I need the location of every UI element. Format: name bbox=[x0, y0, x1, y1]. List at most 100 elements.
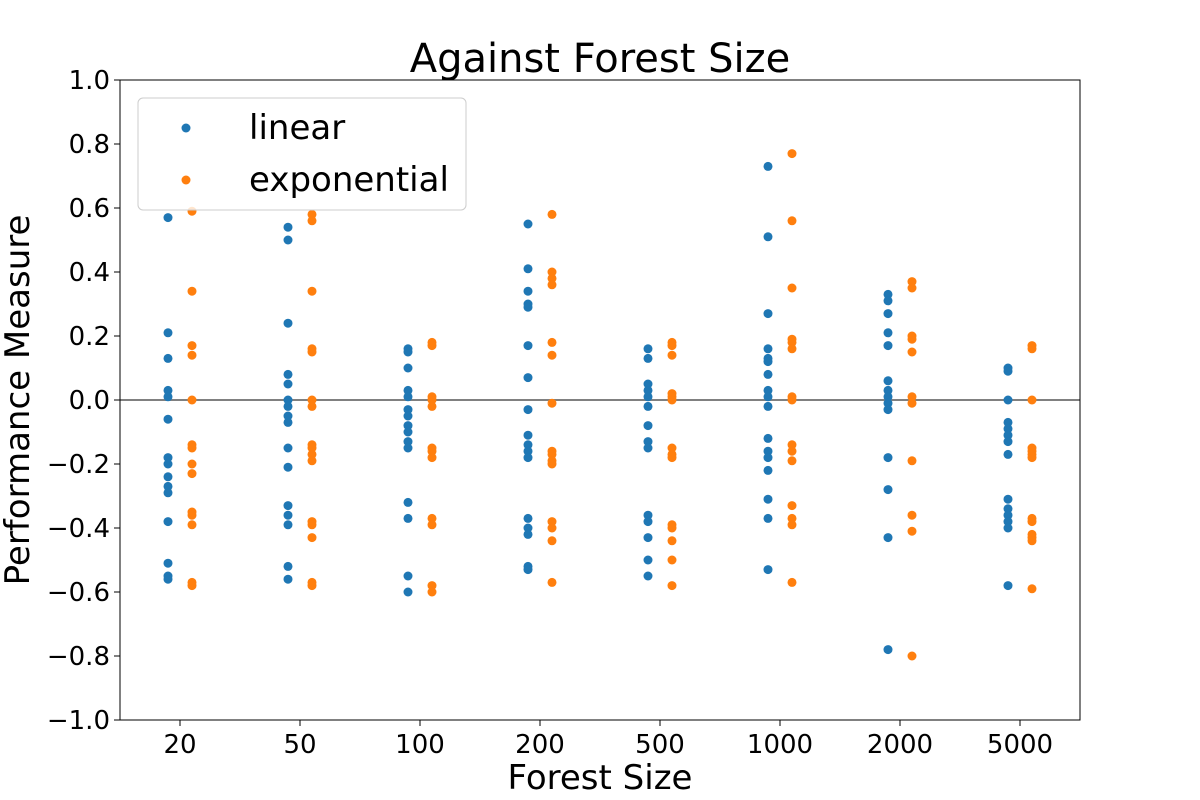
legend-marker-linear bbox=[181, 123, 191, 133]
y-tick-label: −0.6 bbox=[47, 578, 110, 608]
y-tick-label: 0.4 bbox=[69, 258, 110, 288]
linear-point bbox=[643, 437, 653, 447]
linear-point bbox=[763, 494, 773, 504]
linear-point bbox=[1003, 504, 1013, 514]
exponential-point bbox=[427, 453, 437, 463]
exponential-point bbox=[547, 449, 557, 459]
linear-point bbox=[763, 465, 773, 475]
linear-point bbox=[163, 453, 173, 463]
exponential-point bbox=[187, 469, 197, 479]
exponential-point bbox=[787, 344, 797, 354]
linear-point bbox=[403, 421, 413, 431]
linear-point bbox=[523, 513, 533, 523]
linear-point bbox=[283, 395, 293, 405]
linear-point bbox=[523, 219, 533, 229]
linear-point bbox=[1003, 430, 1013, 440]
exponential-point bbox=[907, 277, 917, 287]
exponential-point bbox=[427, 401, 437, 411]
exponential-point bbox=[787, 577, 797, 587]
linear-point bbox=[283, 379, 293, 389]
linear-point bbox=[883, 485, 893, 495]
exponential-point bbox=[787, 337, 797, 347]
linear-point bbox=[1003, 523, 1013, 533]
linear-point bbox=[403, 587, 413, 597]
exponential-point bbox=[667, 536, 677, 546]
exponential-point bbox=[427, 446, 437, 456]
exponential-point bbox=[907, 651, 917, 661]
linear-point bbox=[1003, 510, 1013, 520]
exponential-point bbox=[907, 510, 917, 520]
exponential-point bbox=[187, 286, 197, 296]
exponential-point bbox=[907, 526, 917, 536]
linear-point bbox=[403, 497, 413, 507]
plot-area: 1.0 0.8 0.6 0.4 0.2 0.0 −0.2 −0.4 −0.6 −0.8 −1.0 20… bbox=[47, 66, 1080, 760]
exponential-point bbox=[547, 267, 557, 277]
exponential-point bbox=[427, 513, 437, 523]
exponential-point bbox=[307, 449, 317, 459]
exponential-point bbox=[307, 520, 317, 530]
linear-point bbox=[163, 517, 173, 527]
exponential-point bbox=[787, 283, 797, 293]
linear-point bbox=[523, 405, 533, 415]
linear-point bbox=[163, 481, 173, 491]
exponential-point bbox=[547, 536, 557, 546]
exponential-point bbox=[1027, 395, 1037, 405]
exponential-point bbox=[427, 341, 437, 351]
exponential-point bbox=[307, 347, 317, 357]
x-tick-label: 1000 bbox=[747, 730, 813, 760]
linear-point bbox=[163, 392, 173, 402]
exponential-point bbox=[907, 283, 917, 293]
linear-point bbox=[283, 235, 293, 245]
exponential-point bbox=[427, 587, 437, 597]
linear-point bbox=[763, 344, 773, 354]
exponential-point bbox=[1027, 536, 1037, 546]
exponential-point bbox=[787, 395, 797, 405]
legend-label-exponential: exponential bbox=[249, 160, 449, 200]
x-axis-label: Forest Size bbox=[508, 758, 693, 798]
linear-point bbox=[403, 385, 413, 395]
linear-point bbox=[883, 341, 893, 351]
exponential-point bbox=[307, 581, 317, 591]
linear-point bbox=[763, 392, 773, 402]
linear-point bbox=[283, 401, 293, 411]
linear-point bbox=[883, 328, 893, 338]
linear-point bbox=[523, 373, 533, 383]
linear-point bbox=[283, 222, 293, 232]
linear-point bbox=[883, 289, 893, 299]
exponential-point bbox=[547, 209, 557, 219]
x-tick-label: 20 bbox=[163, 730, 196, 760]
exponential-point bbox=[547, 280, 557, 290]
y-tick-label: −0.8 bbox=[47, 642, 110, 672]
linear-point bbox=[1003, 494, 1013, 504]
exponential-point bbox=[187, 520, 197, 530]
linear-point bbox=[763, 433, 773, 443]
linear-point bbox=[403, 427, 413, 437]
exponential-point bbox=[547, 337, 557, 347]
legend-marker-exponential bbox=[181, 175, 191, 185]
linear-point bbox=[523, 529, 533, 539]
linear-point bbox=[523, 264, 533, 274]
linear-point bbox=[163, 385, 173, 395]
linear-point bbox=[883, 392, 893, 402]
exponential-point bbox=[1027, 344, 1037, 354]
linear-point bbox=[283, 417, 293, 427]
linear-point bbox=[523, 446, 533, 456]
exponential-point bbox=[1027, 584, 1037, 594]
x-tick-label: 5000 bbox=[987, 730, 1053, 760]
linear-point bbox=[523, 341, 533, 351]
y-tick-label: −0.2 bbox=[47, 450, 110, 480]
linear-point bbox=[403, 571, 413, 581]
exponential-point bbox=[307, 443, 317, 453]
y-tick-label: 0.6 bbox=[69, 194, 110, 224]
linear-point bbox=[403, 392, 413, 402]
exponential-point bbox=[907, 334, 917, 344]
linear-point bbox=[643, 392, 653, 402]
exponential-point bbox=[307, 209, 317, 219]
exponential-point bbox=[547, 577, 557, 587]
exponential-point bbox=[187, 581, 197, 591]
linear-point bbox=[883, 405, 893, 415]
linear-point bbox=[283, 574, 293, 584]
y-tick-label: 0.2 bbox=[69, 322, 110, 352]
linear-point bbox=[883, 645, 893, 655]
exponential-point bbox=[187, 510, 197, 520]
